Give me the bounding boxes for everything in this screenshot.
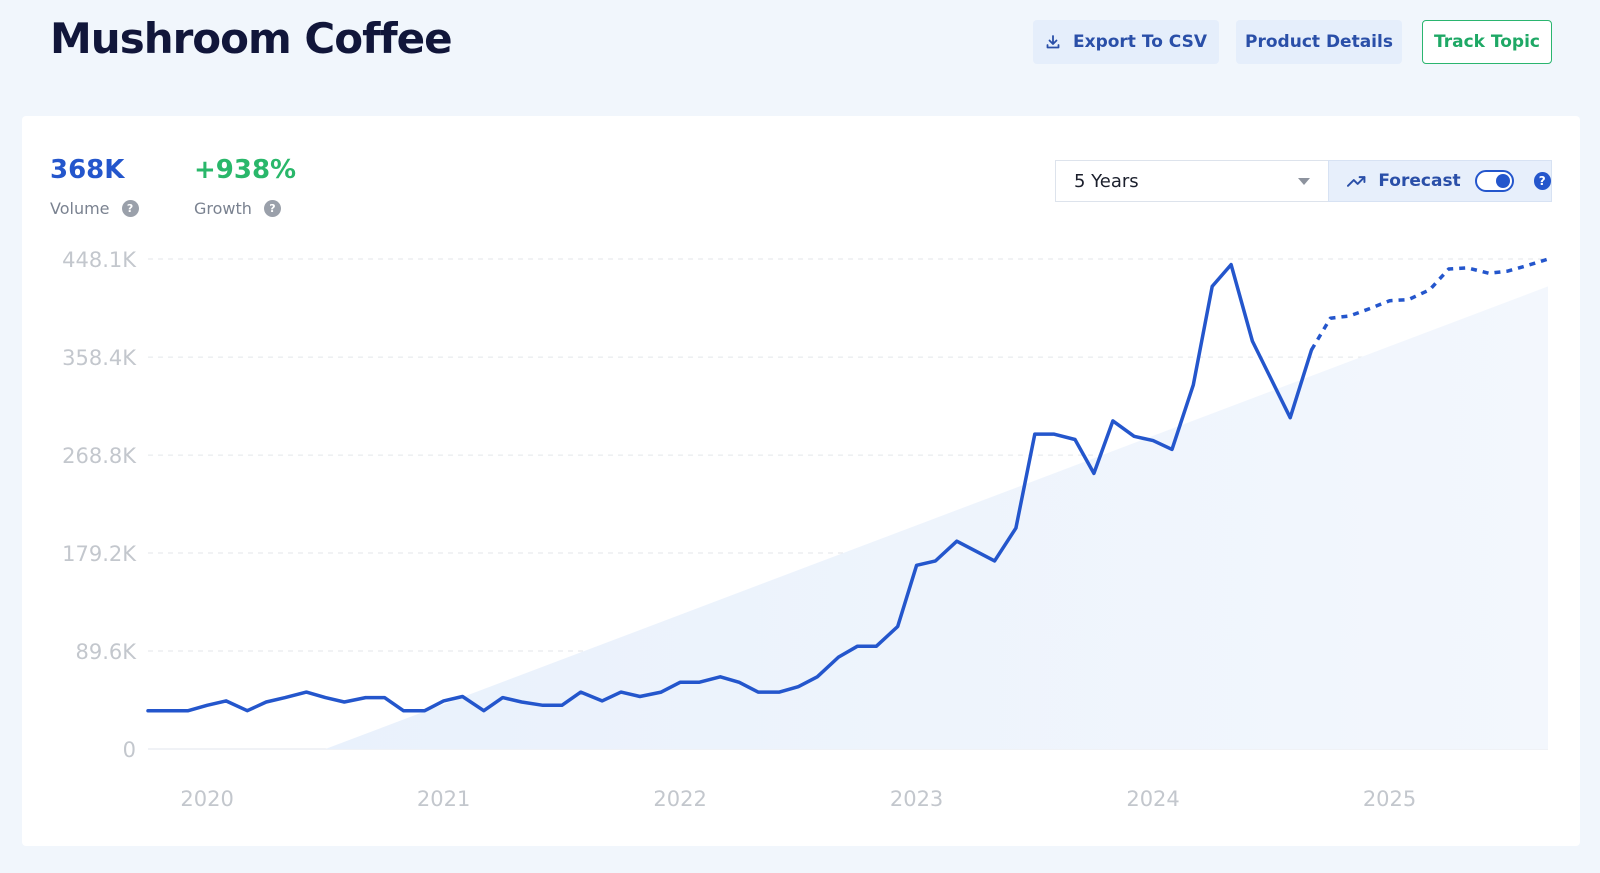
forecast-toggle[interactable] xyxy=(1474,170,1514,192)
time-range-select[interactable]: 5 Years xyxy=(1055,160,1328,202)
export-csv-button[interactable]: Export To CSV xyxy=(1033,20,1219,64)
growth-value: +938% xyxy=(194,155,297,185)
track-topic-button[interactable]: Track Topic xyxy=(1422,20,1552,64)
product-details-label: Product Details xyxy=(1245,32,1393,52)
caret-down-icon xyxy=(1298,178,1310,185)
track-topic-label: Track Topic xyxy=(1434,32,1540,52)
growth-help-icon[interactable]: ? xyxy=(263,200,281,217)
growth-label: Growth ? xyxy=(194,199,281,218)
trend-up-icon xyxy=(1347,176,1366,187)
volume-value: 368K xyxy=(50,155,125,185)
volume-label-text: Volume xyxy=(50,199,110,218)
chart-card xyxy=(22,116,1580,846)
volume-help-icon[interactable]: ? xyxy=(121,200,139,217)
forecast-control: Forecast ? xyxy=(1328,160,1552,202)
volume-label: Volume ? xyxy=(50,199,139,218)
product-details-button[interactable]: Product Details xyxy=(1236,20,1402,64)
download-icon xyxy=(1046,35,1060,49)
forecast-help-icon[interactable]: ? xyxy=(1533,172,1551,190)
forecast-label: Forecast xyxy=(1378,171,1461,191)
toggle-knob xyxy=(1495,174,1510,188)
time-range-value: 5 Years xyxy=(1074,170,1139,192)
growth-label-text: Growth xyxy=(194,199,252,218)
page-title: Mushroom Coffee xyxy=(50,14,453,63)
export-csv-label: Export To CSV xyxy=(1073,32,1207,52)
